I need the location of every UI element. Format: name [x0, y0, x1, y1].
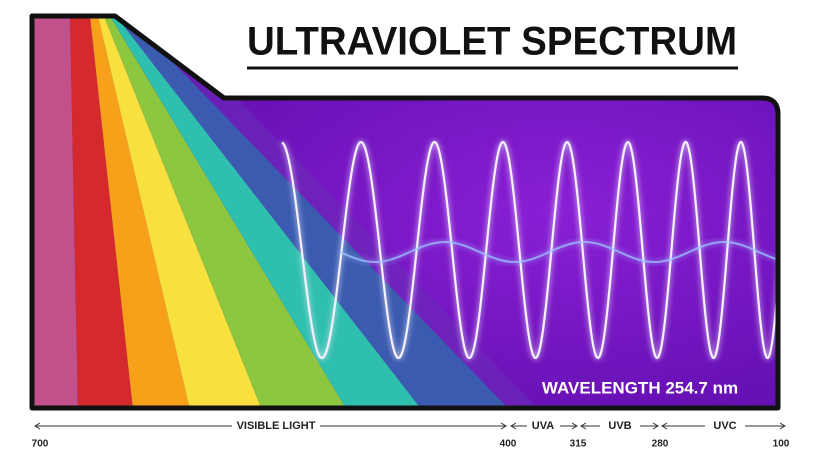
- stripe-orange: [90, 16, 190, 408]
- scale-tick: 100: [773, 439, 790, 450]
- spectrum-panel: WAVELENGTH 254.7 nm: [32, 16, 778, 408]
- band-label: UVC: [713, 420, 736, 432]
- scale-arrows: [34, 422, 786, 430]
- title: ULTRAVIOLET SPECTRUM: [247, 20, 737, 64]
- scale-tick: 315: [570, 439, 587, 450]
- stripe-pink: [32, 16, 78, 408]
- band-label: UVB: [608, 420, 631, 432]
- scale-tick: 400: [500, 439, 517, 450]
- panel-outline: [29, 13, 781, 411]
- stripe-teal: [110, 16, 422, 408]
- uv-wave: [281, 140, 778, 360]
- band-label: UVA: [532, 420, 554, 432]
- stripe-green: [104, 16, 347, 408]
- wavelength-label: WAVELENGTH 254.7 nm: [542, 378, 738, 397]
- stripe-blue: [116, 16, 510, 408]
- band-label: VISIBLE LIGHT: [237, 420, 316, 432]
- stripe-yellow: [98, 16, 262, 408]
- stripe-red: [70, 16, 133, 408]
- scale-tick: 700: [32, 439, 49, 450]
- reference-wave: [339, 241, 778, 263]
- scale-tick: 280: [652, 439, 669, 450]
- stripe-violet: [128, 16, 540, 408]
